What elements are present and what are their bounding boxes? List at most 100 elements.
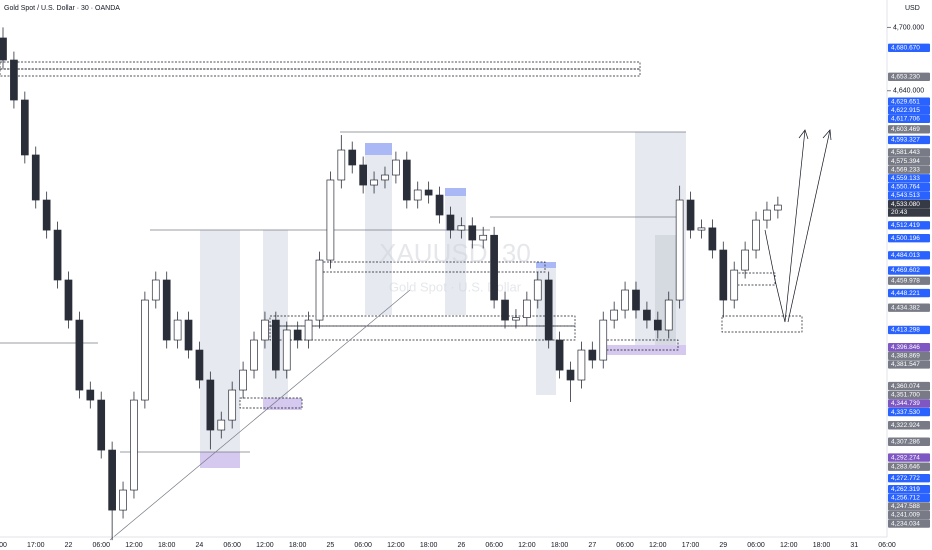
x-tick-label: 06:00 bbox=[878, 542, 896, 549]
price-label bbox=[888, 97, 930, 106]
price-label-text: 4,500.196 bbox=[891, 235, 920, 242]
x-tick-label: 06:00 bbox=[485, 542, 503, 549]
price-label-text: 4,272.772 bbox=[891, 475, 920, 482]
x-tick-label: 17:00 bbox=[682, 542, 700, 549]
dashed-box bbox=[0, 68, 641, 77]
candle-body bbox=[119, 489, 127, 511]
price-label bbox=[888, 510, 930, 520]
price-label bbox=[888, 484, 930, 494]
price-label-text: 4,680.670 bbox=[891, 45, 920, 52]
price-label-text: 4,322.924 bbox=[891, 422, 920, 429]
candle-body bbox=[523, 299, 531, 318]
x-tick-label: 24 bbox=[196, 542, 204, 549]
candle-body bbox=[108, 449, 116, 511]
candle-body bbox=[184, 319, 193, 351]
x-tick-label: 31 bbox=[850, 542, 858, 549]
candle-body bbox=[599, 319, 608, 361]
x-tick-label: 18:00 bbox=[158, 542, 176, 549]
price-label bbox=[888, 502, 930, 511]
x-tick-label: 12:00 bbox=[387, 542, 405, 549]
candle-body bbox=[675, 199, 684, 301]
projection bbox=[787, 129, 831, 323]
projection bbox=[764, 129, 806, 323]
price-label-text: 4,469.602 bbox=[891, 267, 920, 274]
chart-title: Gold Spot / U.S. Dollar · 30 · OANDA bbox=[4, 5, 120, 12]
candle-body bbox=[566, 369, 575, 381]
price-label bbox=[888, 462, 930, 471]
price-label bbox=[888, 421, 930, 430]
candle-body bbox=[173, 319, 182, 341]
price-label bbox=[888, 148, 930, 157]
candle-body bbox=[86, 389, 95, 401]
candle-body bbox=[261, 319, 269, 341]
candle-body bbox=[446, 214, 455, 231]
x-tick-label: 18:00 bbox=[813, 542, 831, 549]
price-label bbox=[888, 493, 930, 502]
x-tick-label: 06:00 bbox=[92, 542, 110, 549]
dashed-box bbox=[269, 325, 576, 341]
candle-body bbox=[577, 349, 586, 381]
trend-line bbox=[109, 289, 411, 541]
price-label-text: 4,448.221 bbox=[891, 290, 920, 297]
price-label-text: 4,550.764 bbox=[891, 184, 920, 191]
price-label-text: 4,512.419 bbox=[891, 222, 920, 229]
y-tick-label: 4,700.000 bbox=[893, 24, 924, 31]
x-tick-label: 12:00 bbox=[256, 542, 274, 549]
price-label bbox=[888, 182, 930, 192]
price-label bbox=[888, 156, 930, 166]
candle-body bbox=[381, 174, 389, 181]
price-label-text: 4,262.319 bbox=[891, 486, 920, 493]
x-tick-label: 26 bbox=[457, 542, 465, 549]
price-label bbox=[888, 72, 930, 81]
arrow-head bbox=[798, 129, 809, 140]
price-label bbox=[888, 473, 930, 483]
candle-body bbox=[293, 329, 302, 341]
price-label bbox=[888, 453, 930, 462]
candle-body bbox=[206, 379, 215, 431]
candle-body bbox=[304, 319, 313, 341]
candle-body bbox=[402, 159, 411, 201]
arrow-head bbox=[822, 129, 832, 141]
price-label-text: 4,593.327 bbox=[891, 137, 920, 144]
price-label-text: 4,292.274 bbox=[891, 454, 920, 461]
price-label-text: 4,533.080 bbox=[891, 201, 920, 208]
x-tick-label: 27 bbox=[588, 542, 596, 549]
candle-body bbox=[664, 299, 673, 331]
x-tick-label: 18:00 bbox=[551, 542, 569, 549]
price-label bbox=[888, 106, 930, 115]
candle-body bbox=[42, 199, 51, 231]
price-label-text: 4,360.074 bbox=[891, 383, 920, 390]
price-label bbox=[888, 125, 930, 134]
price-label bbox=[888, 303, 930, 312]
session-box bbox=[365, 143, 392, 315]
currency: USD bbox=[905, 5, 920, 12]
price-label-text: 4,256.712 bbox=[891, 495, 920, 502]
candle-body bbox=[392, 159, 400, 176]
candle-body bbox=[75, 319, 84, 391]
x-tick-label: 06:00 bbox=[747, 542, 765, 549]
candle-body bbox=[424, 189, 433, 196]
candle-body bbox=[315, 259, 324, 321]
price-label-text: 4,307.286 bbox=[891, 438, 920, 445]
watermark: XAUUSD, 30 bbox=[379, 238, 531, 268]
candle-body bbox=[413, 189, 422, 201]
price-label-text: 4,388.869 bbox=[891, 353, 920, 360]
price-label bbox=[888, 519, 930, 528]
candle-body bbox=[282, 329, 291, 371]
candle-body bbox=[653, 319, 662, 331]
zone bbox=[263, 398, 302, 410]
y-tick-label: 4,640.000 bbox=[893, 88, 924, 95]
countdown: 20:43 bbox=[891, 209, 908, 216]
price-label-text: 4,581.443 bbox=[891, 149, 920, 156]
price-label-text: 4,559.133 bbox=[891, 175, 920, 182]
zone bbox=[445, 188, 466, 196]
price-label bbox=[888, 221, 930, 230]
price-label bbox=[888, 407, 930, 417]
price-label-text: 4,653.230 bbox=[891, 73, 920, 80]
price-label-text: 4,247.588 bbox=[891, 503, 920, 510]
candle-body bbox=[774, 204, 782, 211]
price-label-text: 4,344.739 bbox=[891, 400, 920, 407]
price-label bbox=[888, 390, 930, 400]
candle-body bbox=[501, 299, 509, 321]
